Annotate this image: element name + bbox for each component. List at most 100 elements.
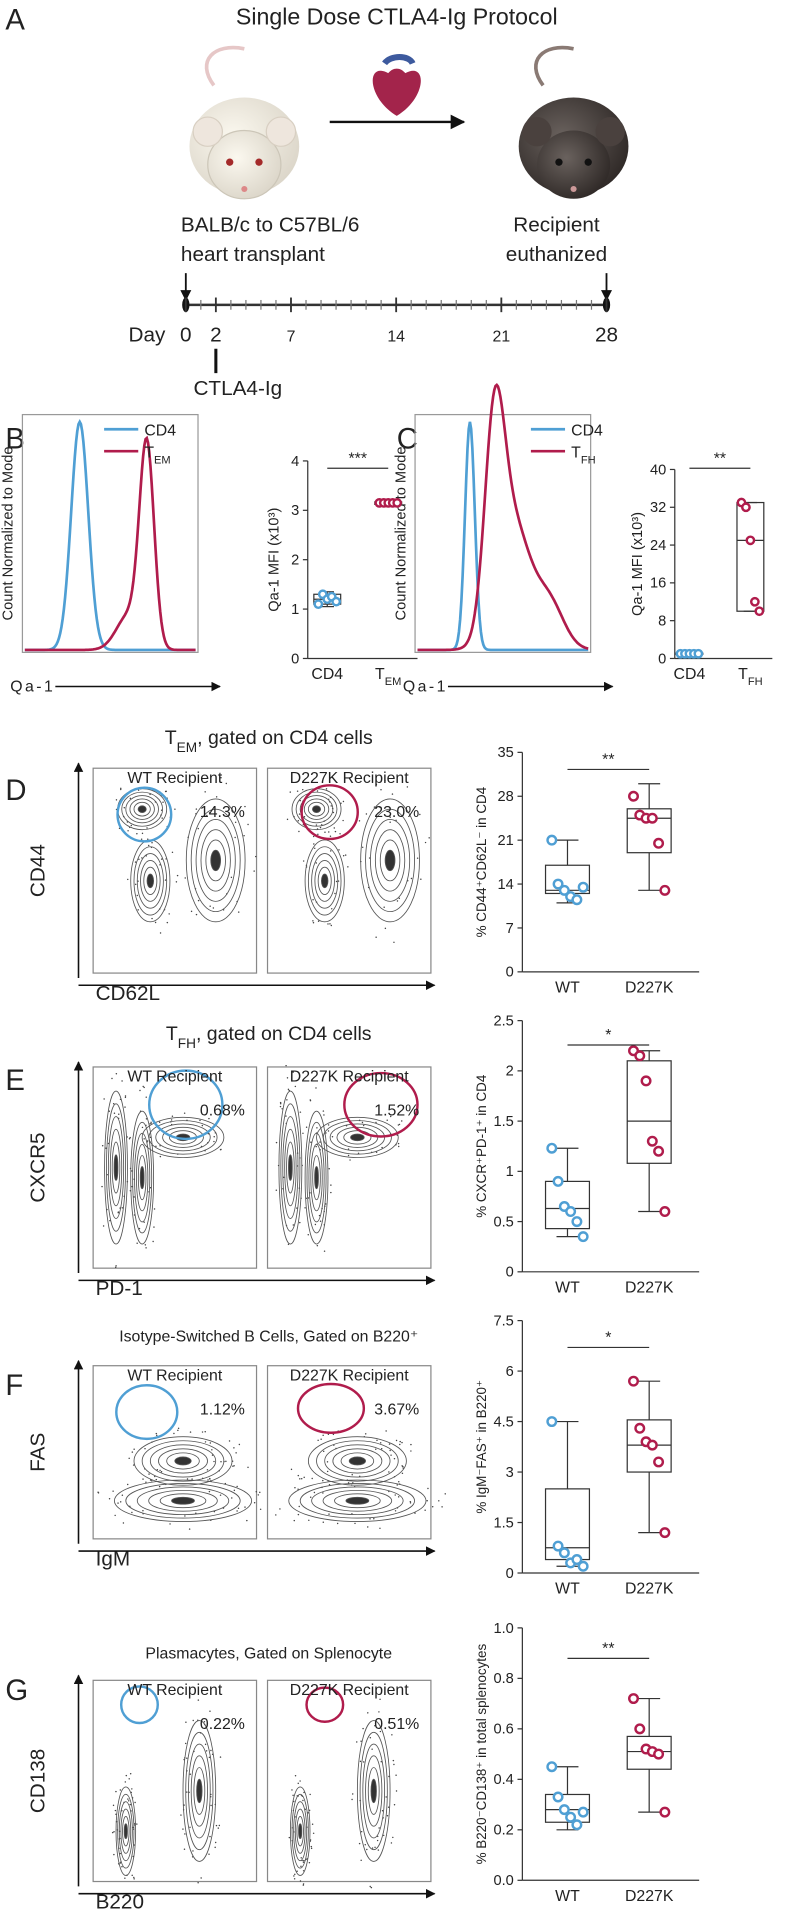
- data-point: [558, 1804, 570, 1816]
- flow-event: [199, 1119, 201, 1122]
- flow-event: [294, 1873, 296, 1876]
- flow-event: [127, 878, 129, 881]
- flow-event: [279, 1105, 282, 1108]
- y-tick-label: 1.0: [493, 1621, 513, 1637]
- data-point: [634, 1723, 646, 1735]
- flow-event: [347, 1154, 350, 1157]
- data-point: [693, 648, 704, 659]
- flow-event: [138, 858, 140, 861]
- flow-title-part: , gated on CD4 cells: [196, 1023, 372, 1045]
- flow-event: [322, 1110, 325, 1112]
- flow-event: [126, 1483, 129, 1486]
- flow-event: [359, 1760, 362, 1763]
- flow-event: [393, 1804, 396, 1806]
- flow-event: [362, 1124, 365, 1127]
- flow-contour: [340, 1452, 375, 1470]
- x-tick-label: WT: [555, 1581, 580, 1598]
- flow-contour: [280, 1103, 301, 1232]
- flow-title-sub: EM: [177, 739, 197, 754]
- flow-event: [136, 894, 139, 897]
- flow-event: [244, 1506, 246, 1508]
- flow-event: [377, 1849, 380, 1851]
- flow-event: [299, 1221, 301, 1224]
- flow-event: [394, 1510, 397, 1512]
- flow-event: [351, 1793, 354, 1795]
- flow-event: [424, 1509, 426, 1512]
- box: [736, 501, 765, 612]
- flow-event: [368, 857, 371, 859]
- flow-event: [385, 1796, 387, 1798]
- flow-event: [225, 782, 228, 785]
- flow-event: [330, 908, 333, 910]
- flow-event: [117, 1211, 120, 1213]
- histogram-frame: [21, 413, 199, 653]
- flow-event: [387, 1721, 390, 1723]
- end-label: Recipient: [513, 214, 600, 237]
- flow-event: [140, 838, 143, 840]
- flow-event: [384, 780, 386, 782]
- flow-contour: [115, 1786, 137, 1876]
- flow-event: [378, 1711, 380, 1713]
- flow-contour: [314, 859, 335, 902]
- flow-contour: [365, 808, 415, 913]
- flow-x-label: IgM: [96, 1548, 131, 1571]
- flow-event: [406, 786, 409, 788]
- flow-event: [320, 1438, 322, 1440]
- flow-plot-frame: [266, 767, 432, 974]
- flow-event: [105, 1147, 107, 1149]
- flow-event: [155, 1145, 157, 1148]
- data-point: [659, 1527, 671, 1539]
- flow-event: [286, 1099, 288, 1101]
- gate-percent: 0.22%: [200, 1716, 245, 1733]
- flow-contour: [307, 846, 342, 916]
- flow-event: [209, 1442, 212, 1444]
- flow-contour: [379, 839, 401, 882]
- flow-event: [316, 790, 319, 792]
- data-point: [552, 1791, 564, 1803]
- flow-event: [330, 924, 333, 927]
- flow-event: [316, 1244, 319, 1247]
- flow-event: [108, 1110, 111, 1112]
- flow-event: [146, 827, 148, 829]
- timeline-tick-label: 28: [595, 323, 618, 346]
- flow-event: [296, 790, 299, 792]
- flow-event: [426, 1500, 428, 1502]
- flow-contour: [185, 1731, 214, 1851]
- flow-event: [302, 860, 305, 862]
- flow-event: [303, 816, 306, 818]
- flow-event: [298, 813, 301, 815]
- data-point: [546, 1761, 558, 1773]
- flow-event: [302, 1870, 305, 1872]
- flow-event: [149, 1187, 152, 1189]
- flow-event: [146, 838, 149, 840]
- flow-event: [153, 1208, 156, 1210]
- flow-contour: [137, 805, 147, 814]
- y-tick-label: 0.2: [493, 1823, 513, 1839]
- flow-event: [129, 1803, 131, 1806]
- x-tick-label-part: T: [738, 666, 748, 683]
- flow-contour: [148, 1489, 218, 1512]
- flow-contour: [384, 849, 396, 872]
- data-point: [571, 1216, 583, 1228]
- flow-event: [207, 1479, 209, 1481]
- flow-contour: [356, 1720, 391, 1862]
- flow-contour: [205, 839, 226, 882]
- gate-percent: 14.3%: [200, 804, 245, 821]
- flow-event: [374, 1725, 376, 1727]
- flow-event: [334, 830, 337, 833]
- flow-event: [208, 1117, 210, 1120]
- flow-event: [310, 1847, 313, 1850]
- flow-event: [101, 1185, 103, 1188]
- flow-event: [291, 1789, 293, 1791]
- flow-contour: [348, 1456, 366, 1466]
- data-point: [653, 837, 665, 849]
- flow-event: [255, 855, 257, 858]
- flow-title: Plasmacytes, Gated on Splenocyte: [145, 1645, 392, 1662]
- flow-event: [220, 1461, 222, 1463]
- flow-event: [136, 1242, 138, 1244]
- flow-contour: [359, 1731, 388, 1851]
- flow-event: [113, 1112, 116, 1114]
- gate-percent: 23.0%: [374, 804, 419, 821]
- flow-event: [131, 1874, 133, 1877]
- flow-event: [156, 1468, 159, 1471]
